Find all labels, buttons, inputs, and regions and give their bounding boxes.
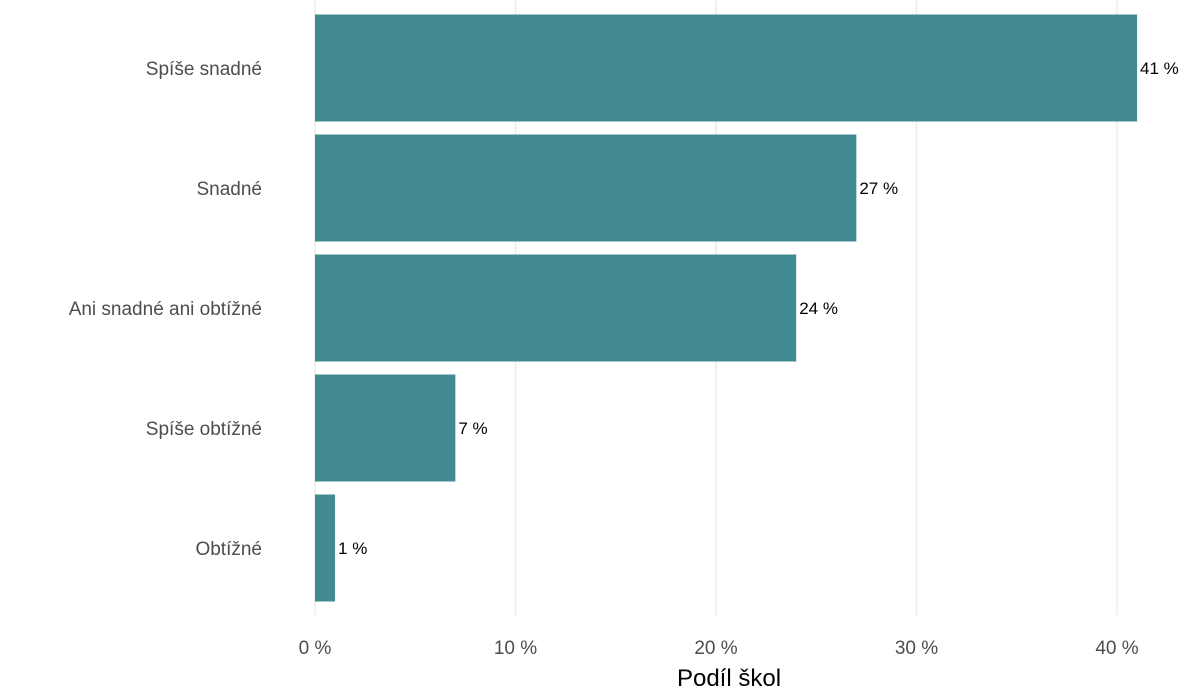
x-tick-label: 40 % [1095, 638, 1138, 659]
bars [315, 14, 1138, 602]
bar [315, 134, 857, 242]
category-labels: Spíše snadné Snadné Ani snadné ani obtížné… [69, 59, 262, 560]
bar [315, 14, 1138, 122]
category-label: Snadné [196, 179, 262, 200]
bar-value-label: 7 % [458, 419, 487, 438]
bar-value-label: 24 % [799, 299, 838, 318]
x-tick-label: 0 % [299, 638, 332, 659]
x-tick-label: 30 % [895, 638, 938, 659]
bar [315, 254, 797, 362]
bar [315, 374, 456, 482]
x-tick-label: 10 % [494, 638, 537, 659]
x-tick-label: 20 % [694, 638, 737, 659]
bar-value-label: 41 % [1140, 59, 1179, 78]
data-labels: 41 % 27 % 24 % 7 % 1 % [338, 59, 1179, 558]
category-label: Spíše obtížné [146, 419, 262, 440]
category-label: Obtížné [195, 539, 262, 560]
x-axis-title: Podíl škol [677, 665, 781, 692]
category-label: Ani snadné ani obtížné [69, 299, 262, 320]
x-tick-labels: 0 % 10 % 20 % 30 % 40 % [299, 638, 1139, 659]
bar-value-label: 1 % [338, 539, 367, 558]
category-label: Spíše snadné [146, 59, 262, 80]
bar [315, 494, 336, 602]
bar-value-label: 27 % [859, 179, 898, 198]
